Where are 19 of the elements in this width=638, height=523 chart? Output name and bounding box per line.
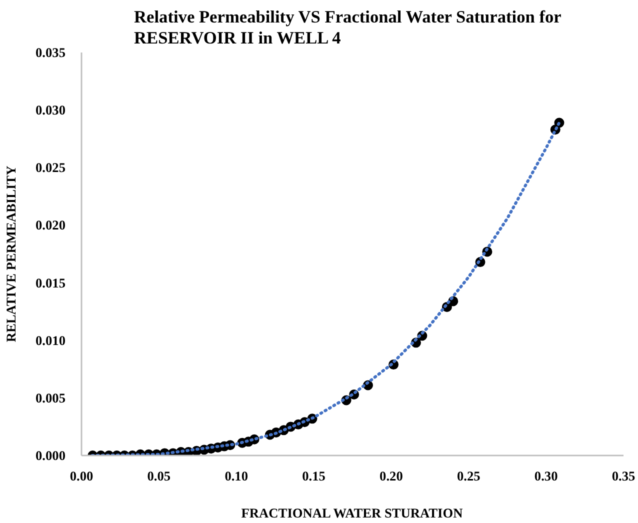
x-tick-label: 0.35 bbox=[612, 468, 636, 484]
x-tick-label: 0.25 bbox=[456, 468, 481, 484]
y-tick-label: 0.005 bbox=[36, 390, 66, 406]
y-tick-label: 0.000 bbox=[36, 448, 66, 463]
y-tick-label: 0.030 bbox=[36, 102, 66, 118]
x-tick-label: 0.20 bbox=[380, 468, 404, 484]
x-axis-title: FRACTIONAL WATER STURATION bbox=[241, 506, 464, 520]
y-tick-label: 0.025 bbox=[36, 160, 66, 176]
chart-title: Relative Permeability VS Fractional Water Saturation for RESERVOIR II in WELL 4 bbox=[134, 8, 562, 48]
x-tick-label: 0.15 bbox=[302, 468, 326, 484]
x-tick-label: 0.10 bbox=[224, 468, 248, 484]
x-tick-label: 0.30 bbox=[534, 468, 558, 484]
y-tick-label: 0.015 bbox=[36, 275, 66, 290]
x-tick-label: 0.05 bbox=[147, 468, 171, 484]
y-tick-label: 0.035 bbox=[36, 45, 66, 60]
y-tick-label: 0.010 bbox=[36, 332, 66, 348]
y-axis-title: RELATIVE PERMEABILITY bbox=[4, 165, 19, 342]
x-tick-label: 0.00 bbox=[70, 468, 94, 484]
y-tick-label: 0.020 bbox=[36, 218, 66, 233]
